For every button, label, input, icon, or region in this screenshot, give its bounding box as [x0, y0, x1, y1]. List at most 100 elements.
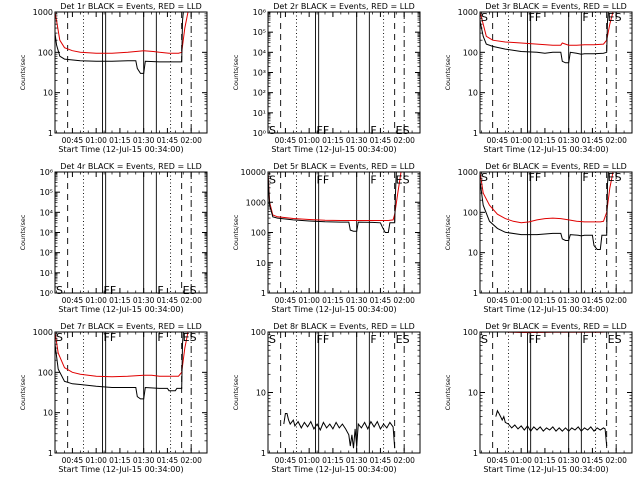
y-tick-label: 10⁰ — [40, 289, 53, 298]
event-marker-label: S — [481, 171, 488, 184]
plot-frame — [54, 11, 208, 134]
y-tick-label: 10³ — [253, 69, 266, 78]
x-tick-label: 01:15 — [322, 456, 344, 465]
event-marker-label: F — [582, 333, 588, 346]
x-axis-label: Start Time (12-Jul-15 00:34:00) — [58, 145, 183, 154]
y-axis-label: Counts/sec — [232, 214, 240, 250]
x-tick-label: 01:30 — [346, 136, 368, 145]
event-marker-label: F — [582, 171, 588, 184]
plot-frame — [54, 331, 208, 454]
chart-title: Det 9r BLACK = Events, RED = LLD — [485, 322, 627, 331]
y-tick-label: 100 — [38, 48, 53, 57]
x-tick-label: 01:00 — [298, 456, 320, 465]
x-tick-label: 01:30 — [558, 136, 580, 145]
plot-frame — [479, 331, 633, 454]
x-tick-label: 01:30 — [133, 456, 155, 465]
event-marker-label: F — [582, 11, 588, 24]
y-tick-label: 1000 — [458, 8, 478, 17]
x-tick-label: 02:00 — [180, 456, 202, 465]
y-tick-label: 10⁴ — [40, 208, 53, 217]
series-line-events — [480, 12, 609, 64]
x-tick-label: 00:45 — [62, 456, 84, 465]
plot-frame — [479, 171, 633, 294]
plot-frame — [479, 11, 633, 134]
x-tick-label: 01:45 — [582, 296, 604, 305]
event-marker-label: ES — [608, 171, 622, 184]
x-tick-label: 01:15 — [109, 456, 131, 465]
y-axis-label: Counts/sec — [19, 214, 27, 250]
x-tick-label: 02:00 — [605, 136, 627, 145]
x-tick-label: 01:00 — [298, 136, 320, 145]
y-tick-label: 10⁶ — [40, 168, 53, 177]
event-marker-label: ES — [608, 333, 622, 346]
event-marker-label: S — [269, 174, 276, 187]
event-marker-label: S — [481, 333, 488, 346]
x-tick-label: 00:45 — [487, 136, 509, 145]
x-axis-label: Start Time (12-Jul-15 00:34:00) — [271, 465, 396, 474]
y-tick-label: 10 — [256, 259, 266, 268]
event-marker-label: ES — [183, 284, 197, 297]
x-tick-label: 01:00 — [510, 136, 532, 145]
x-tick-label: 00:45 — [62, 136, 84, 145]
event-marker-label: F — [157, 284, 163, 297]
x-tick-label: 01:15 — [322, 296, 344, 305]
y-tick-label: 100 — [251, 229, 266, 238]
series-line-events — [55, 12, 184, 74]
x-tick-label: 02:00 — [393, 456, 415, 465]
y-tick-label: 10 — [43, 89, 53, 98]
x-tick-label: 02:00 — [393, 296, 415, 305]
y-axis-label: Counts/sec — [19, 54, 27, 90]
x-tick-label: 00:45 — [62, 296, 84, 305]
x-tick-label: 01:15 — [534, 456, 556, 465]
y-tick-label: 10 — [468, 389, 478, 398]
event-marker-label: S — [56, 284, 63, 297]
y-tick-label: 10000 — [241, 168, 266, 177]
x-tick-label: 02:00 — [180, 296, 202, 305]
y-tick-label: 1 — [261, 289, 266, 298]
x-tick-label: 01:00 — [85, 456, 107, 465]
x-axis-label: Start Time (12-Jul-15 00:34:00) — [483, 145, 608, 154]
series-line-events — [55, 332, 184, 400]
y-tick-label: 10² — [253, 89, 266, 98]
event-marker-label: FF — [317, 124, 330, 137]
event-marker-label: F — [370, 333, 376, 346]
x-tick-label: 01:00 — [85, 296, 107, 305]
series-line-events — [480, 172, 609, 250]
x-tick-label: 01:00 — [510, 296, 532, 305]
event-marker-label: F — [370, 174, 376, 187]
event-marker-label: ES — [396, 333, 410, 346]
y-tick-label: 1 — [473, 129, 478, 138]
x-tick-label: 01:45 — [370, 456, 392, 465]
x-tick-label: 00:45 — [487, 296, 509, 305]
x-tick-label: 01:45 — [370, 296, 392, 305]
x-tick-label: 01:45 — [582, 456, 604, 465]
x-tick-label: 01:30 — [558, 296, 580, 305]
y-tick-label: 10⁴ — [253, 48, 266, 57]
chart-title: Det 6r BLACK = Events, RED = LLD — [485, 162, 627, 171]
chart-title: Det 5r BLACK = Events, RED = LLD — [273, 162, 415, 171]
y-tick-label: 10 — [468, 89, 478, 98]
x-tick-label: 01:15 — [534, 296, 556, 305]
x-tick-label: 01:30 — [133, 136, 155, 145]
event-marker-label: FF — [317, 333, 330, 346]
x-axis-label: Start Time (12-Jul-15 00:34:00) — [483, 305, 608, 314]
y-axis-label: Counts/sec — [232, 54, 240, 90]
y-tick-label: 1 — [48, 129, 53, 138]
y-tick-label: 10¹ — [253, 109, 266, 118]
event-marker-label: F — [157, 331, 163, 344]
y-tick-label: 1000 — [458, 168, 478, 177]
y-tick-label: 10¹ — [40, 269, 53, 278]
plot-frame — [267, 171, 421, 294]
y-tick-label: 100 — [38, 368, 53, 377]
x-axis-label: Start Time (12-Jul-15 00:34:00) — [483, 465, 608, 474]
x-tick-label: 02:00 — [605, 296, 627, 305]
x-tick-label: 00:45 — [487, 456, 509, 465]
event-marker-label: ES — [608, 11, 622, 24]
x-tick-label: 00:45 — [275, 136, 297, 145]
series-line-lld — [480, 12, 614, 46]
plot-frame — [267, 331, 421, 454]
event-marker-label: FF — [529, 11, 542, 24]
